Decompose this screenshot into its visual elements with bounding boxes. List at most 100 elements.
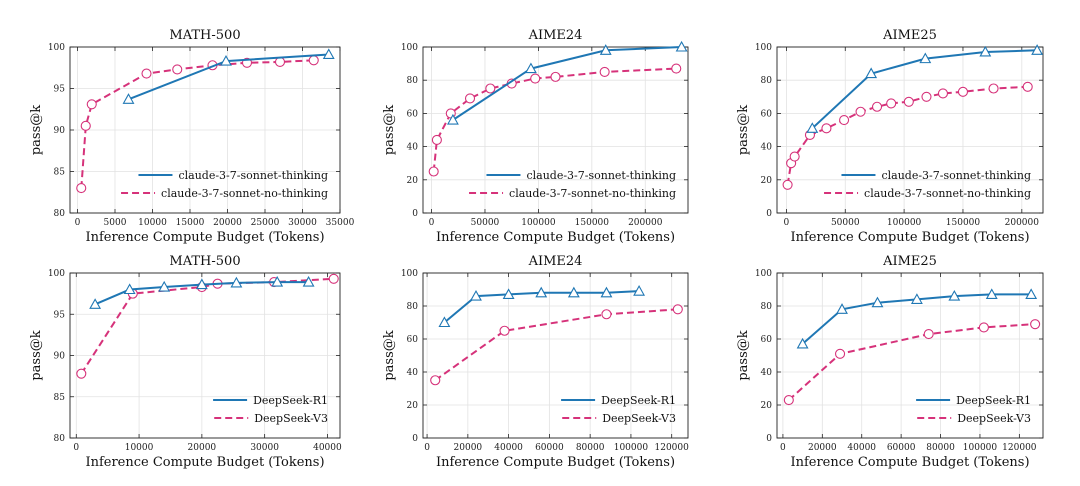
chart-title: AIME24 <box>528 254 583 269</box>
y-tick-label: 100 <box>755 43 772 53</box>
data-point-circle <box>937 88 949 99</box>
data-point-circle <box>789 151 800 162</box>
x-tick-label: 150000 <box>946 218 981 228</box>
data-point-triangle <box>796 337 809 349</box>
data-point-circle <box>671 63 682 74</box>
data-point-circle <box>499 325 510 336</box>
y-tick-label: 95 <box>54 85 66 95</box>
chart-title: AIME24 <box>528 28 583 43</box>
x-axis-label: Inference Compute Budget (Tokens) <box>436 230 675 245</box>
chart-legend: claude-3-7-sonnet-thinking claude-3-7-son… <box>469 169 676 200</box>
x-tick-label: 100000 <box>614 443 649 453</box>
data-point-circle <box>1030 319 1041 330</box>
y-tick-label: 80 <box>761 76 773 86</box>
plot-frame <box>776 46 1044 214</box>
data-point-circle <box>855 106 866 117</box>
y-tick-label: 40 <box>761 143 773 153</box>
x-tick-label: 60000 <box>535 443 564 453</box>
x-tick-label: 20000 <box>808 443 837 453</box>
data-point-triangle <box>524 62 537 74</box>
chart-title: AIME25 <box>882 254 937 269</box>
y-tick-label: 40 <box>407 368 419 378</box>
series-line-dashed <box>788 323 1036 401</box>
legend-label: DeepSeek-V3 <box>602 412 676 425</box>
data-point-circle <box>430 375 441 386</box>
data-point-circle <box>903 96 914 107</box>
data-point-circle <box>988 83 999 94</box>
data-point-triangle <box>1031 44 1044 55</box>
data-point-circle <box>530 73 541 84</box>
x-tick-label: 15000 <box>176 218 205 228</box>
series-line-dashed <box>786 85 1028 185</box>
y-axis-label: pass@k <box>29 105 44 155</box>
data-point-circle <box>921 91 932 102</box>
x-tick-label: 20000 <box>188 443 217 453</box>
data-point-triangle <box>322 48 335 60</box>
chart-legend: claude-3-7-sonnet-thinking claude-3-7-son… <box>121 169 328 200</box>
data-point-circle <box>141 68 152 79</box>
y-tick-label: 85 <box>54 168 66 178</box>
y-tick-label: 20 <box>761 176 773 186</box>
x-tick-label: 80000 <box>576 443 605 453</box>
chart-panel-6: 0 20000 40000 60000 80000 100000 120000 0 20 40 60… <box>736 254 1044 470</box>
data-point-circle <box>550 71 561 82</box>
x-tick-label: 0 <box>780 443 786 453</box>
data-point-triangle <box>910 293 923 304</box>
x-tick-label: 40000 <box>847 443 876 453</box>
chart-title: MATH-500 <box>169 28 240 43</box>
data-point-circle <box>886 98 897 109</box>
chart-title: MATH-500 <box>169 254 240 269</box>
chart-legend: DeepSeek-R1 DeepSeek-V3 <box>561 394 676 425</box>
data-point-circle <box>76 183 87 194</box>
x-tick-label: 50000 <box>471 218 500 228</box>
y-tick-label: 20 <box>407 176 419 186</box>
y-tick-label: 60 <box>761 109 773 119</box>
y-tick-label: 60 <box>407 335 419 345</box>
y-tick-label: 0 <box>766 434 772 444</box>
data-point-triangle <box>985 288 998 300</box>
x-tick-label: 20000 <box>213 218 242 228</box>
data-point-circle <box>1022 81 1033 92</box>
x-tick-label: 100000 <box>963 443 998 453</box>
data-point-triangle <box>806 122 819 133</box>
data-point-circle <box>80 120 91 131</box>
legend-label: DeepSeek-R1 <box>253 394 328 407</box>
y-tick-label: 60 <box>407 109 419 119</box>
x-tick-label: 40000 <box>313 443 342 453</box>
data-point-triangle <box>89 298 102 309</box>
chart-panel-3: 0 50000 100000 150000 200000 0 20 40 60 80 100 AIME… <box>736 28 1044 245</box>
data-point-triangle <box>535 286 548 298</box>
x-tick-label: 10000 <box>125 443 154 453</box>
legend-label: claude-3-7-sonnet-thinking <box>526 169 676 182</box>
y-tick-label: 20 <box>407 401 419 411</box>
y-tick-label: 90 <box>54 126 66 136</box>
x-tick-label: 200000 <box>1005 218 1040 228</box>
x-tick-label: 25000 <box>251 218 280 228</box>
plot-frame <box>422 272 689 439</box>
legend-label: DeepSeek-V3 <box>957 412 1031 425</box>
y-tick-label: 60 <box>761 335 773 345</box>
data-point-triangle <box>948 289 961 301</box>
data-point-triangle <box>438 316 451 328</box>
x-tick-label: 35000 <box>326 218 355 228</box>
x-axis-label: Inference Compute Budget (Tokens) <box>85 455 324 470</box>
x-tick-label: 150000 <box>575 218 610 228</box>
x-tick-label: 0 <box>424 443 430 453</box>
plot-frame <box>776 272 1044 439</box>
data-point-circle <box>308 55 319 66</box>
x-tick-label: 0 <box>73 443 79 453</box>
y-tick-label: 100 <box>48 43 65 53</box>
data-point-triangle <box>220 54 232 66</box>
x-axis-label: Inference Compute Budget (Tokens) <box>436 455 675 470</box>
y-tick-label: 80 <box>407 302 419 312</box>
chart-panel-4: 0 10000 20000 30000 40000 80 85 90 95 100 MATH-500… <box>29 254 342 470</box>
x-tick-label: 0 <box>75 218 81 228</box>
legend-label: claude-3-7-sonnet-no-thinking <box>509 187 676 200</box>
y-tick-label: 85 <box>54 393 66 403</box>
y-tick-label: 80 <box>761 302 773 312</box>
data-point-triangle <box>979 45 992 57</box>
data-point-triangle <box>865 67 878 79</box>
data-point-circle <box>428 166 439 177</box>
series-line-solid <box>452 46 682 121</box>
data-point-circle <box>464 93 476 104</box>
